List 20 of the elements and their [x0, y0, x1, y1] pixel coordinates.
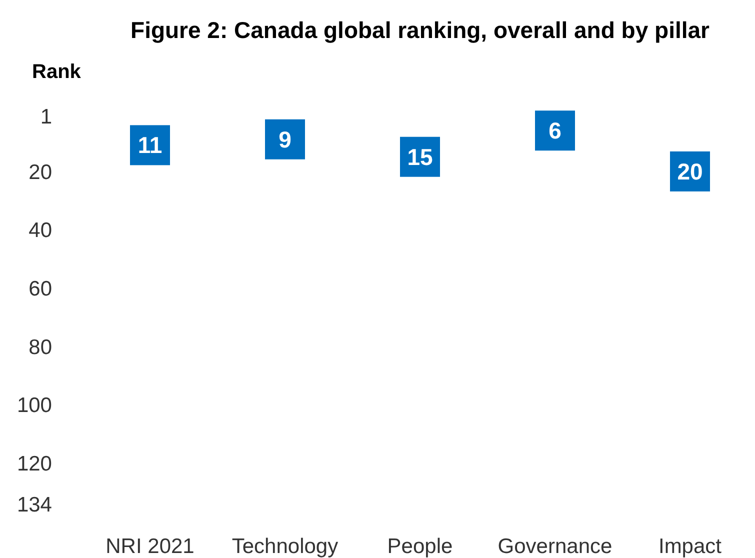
y-axis-title: Rank: [32, 61, 82, 83]
y-tick-label: 40: [28, 219, 52, 242]
y-tick-label: 1: [40, 105, 52, 128]
y-tick-label: 120: [16, 452, 52, 476]
chart-title: Figure 2: Canada global ranking, overall and by pillar: [130, 17, 710, 43]
y-tick-label: 134: [16, 493, 52, 516]
x-tick-label: Impact: [658, 535, 722, 558]
y-tick-label: 60: [28, 277, 52, 300]
data-label: 20: [677, 158, 703, 184]
data-label: 9: [278, 126, 292, 152]
x-tick-label: People: [387, 535, 453, 558]
data-label: 6: [548, 118, 562, 144]
x-tick-label: Technology: [232, 535, 339, 558]
data-label: 15: [407, 144, 433, 170]
x-tick-label: NRI 2021: [106, 535, 194, 558]
y-tick-label: 20: [28, 160, 52, 184]
y-tick-label: 100: [16, 394, 52, 418]
y-tick-label: 80: [28, 336, 52, 359]
data-label: 11: [138, 132, 162, 158]
x-tick-label: Governance: [498, 535, 612, 558]
